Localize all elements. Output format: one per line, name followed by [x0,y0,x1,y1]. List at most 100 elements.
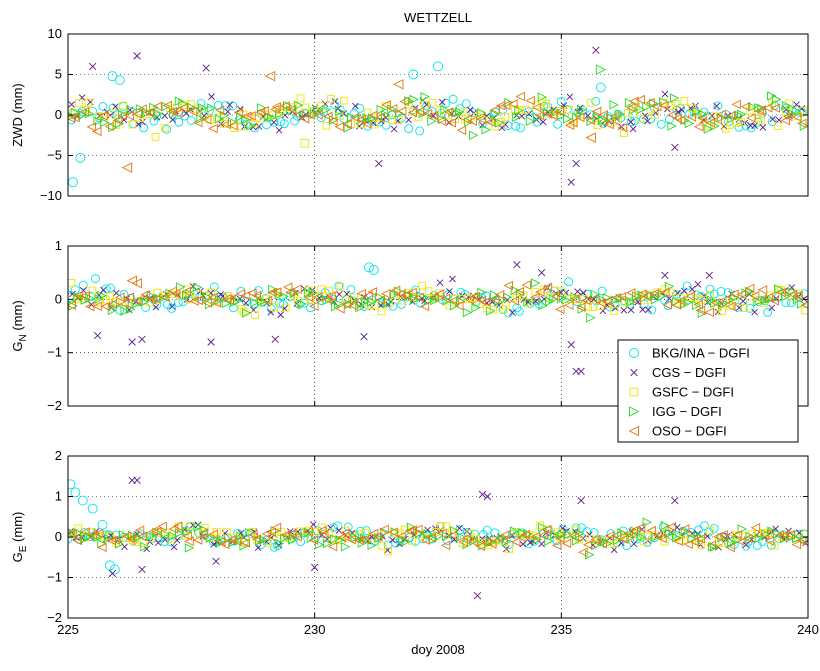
data-point-triangle-right [334,299,344,309]
data-point-triangle-right [259,535,269,545]
data-point-triangle-right [628,105,639,115]
data-point-x [525,110,533,118]
data-point-circle [257,539,266,549]
data-point-x [112,103,119,110]
data-point-square [557,287,566,296]
data-point-triangle-left [98,111,108,121]
data-point-triangle-left [112,115,123,126]
data-point-triangle-left [461,533,472,543]
data-point-triangle-left [718,530,728,540]
data-point-triangle-right [288,535,298,545]
y-tick-label: −5 [47,148,62,163]
data-point-triangle-left [221,119,231,130]
data-point-triangle-left [160,292,170,302]
data-point-x [352,102,359,110]
data-point-x [793,101,800,109]
data-point-triangle-right [642,517,653,527]
data-point-square [398,296,407,305]
data-point-triangle-right [577,105,587,115]
data-point-triangle-left [228,121,238,131]
data-point-triangle-left [131,278,143,289]
data-point-triangle-right [648,98,659,108]
data-point-triangle-left [440,540,451,551]
data-point-square [167,535,176,543]
data-point-x [518,112,526,120]
data-point-triangle-right [250,297,260,308]
data-point-square [512,528,521,536]
data-point-triangle-left [170,288,181,299]
data-point-triangle-right [199,525,210,535]
data-point-triangle-left [202,298,212,308]
data-point-square [420,100,429,109]
data-point-circle [262,120,271,130]
data-point-triangle-left [251,534,262,544]
data-point-x [538,540,545,548]
data-point-x [436,279,444,287]
data-point-triangle-left [235,288,246,299]
data-point-triangle-right [636,532,646,542]
data-point-square [794,289,803,298]
data-point-circle [606,529,616,539]
data-point-triangle-right [532,534,543,545]
data-point-triangle-right [205,533,216,543]
data-point-x [375,159,383,168]
data-point-triangle-left [97,542,107,553]
data-point-triangle-right [329,115,339,125]
data-point-triangle-left [746,113,756,123]
data-point-triangle-left [612,530,622,541]
data-point-triangle-left [774,530,784,541]
data-point-x [519,540,527,548]
data-point-triangle-right [624,97,635,108]
data-point-triangle-right [657,291,667,302]
data-point-triangle-left [419,301,430,312]
data-point-triangle-right [221,298,232,309]
data-point-x [123,295,130,303]
data-point-triangle-right [198,103,208,113]
data-point-square [339,96,348,105]
series-markers [68,260,808,376]
data-point-square [586,98,595,107]
data-point-triangle-left [107,299,118,309]
data-point-triangle-left [373,531,383,542]
data-point-x [644,117,651,125]
data-point-triangle-left [628,425,639,437]
y-axis-label-main: G [10,342,25,352]
data-point-triangle-left [361,119,372,129]
data-point-triangle-left [68,113,75,123]
data-point-square [651,111,659,120]
y-tick-label: −10 [40,188,62,203]
data-point-square [718,307,726,315]
data-point-triangle-left [756,105,767,115]
data-point-square [499,305,508,314]
data-point-triangle-left [776,287,786,298]
data-point-triangle-right [442,296,452,306]
data-point-triangle-right [510,285,521,296]
data-point-triangle-left [414,106,425,117]
data-point-triangle-left [231,536,242,547]
data-point-x [502,545,510,553]
data-point-triangle-left [309,301,319,312]
legend-entry: BKG/INA − DGFI [629,346,750,361]
data-point-square [181,100,190,109]
data-point-triangle-left [285,287,295,298]
data-point-triangle-right [140,541,150,552]
data-point-triangle-left [521,280,531,290]
data-point-circle [415,126,425,136]
data-point-triangle-right [574,528,585,539]
y-axis-label-sub: N [18,334,29,341]
legend: BKG/INA − DGFI CGS − DGFI GSFC − DGFI IGG −… [617,339,799,443]
data-point-triangle-left [86,122,97,132]
data-point-triangle-right [609,100,619,110]
y-axis-label: ZWD (mm) [10,83,25,147]
data-point-circle [162,124,172,134]
data-point-square [327,535,336,544]
data-point-triangle-left [150,294,161,304]
data-point-circle [68,177,78,188]
data-point-triangle-left [267,287,277,298]
data-point-triangle-right [430,295,440,306]
data-point-x [483,112,491,120]
data-point-x [674,289,681,297]
data-point-x [202,64,210,72]
data-point-triangle-left [70,112,80,123]
data-point-triangle-left [318,529,329,540]
